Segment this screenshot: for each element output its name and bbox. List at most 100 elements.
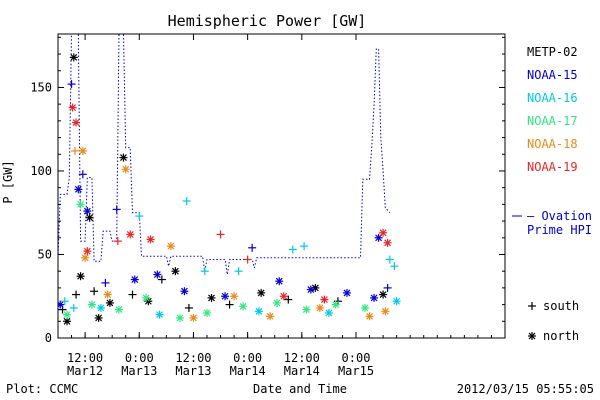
data-point-south: [72, 290, 81, 299]
y-axis-label: P [GW]: [1, 160, 15, 203]
legend-series-noaa-15: NOAA-15: [527, 68, 578, 82]
data-point-north: [94, 313, 103, 322]
data-point-north: [72, 118, 81, 127]
data-point-south: [112, 205, 121, 214]
data-point-south: [390, 262, 399, 271]
data-point-north: [324, 308, 333, 317]
data-point-north: [105, 298, 114, 307]
data-point-north: [370, 293, 379, 302]
data-point-north: [392, 297, 401, 306]
data-point-south: [248, 243, 257, 252]
ovation-hpi-line: [58, 34, 391, 275]
x-tick-label-date: Mar13: [175, 364, 211, 378]
data-point-south: [385, 255, 394, 264]
data-point-north: [96, 303, 105, 312]
data-point-north: [379, 290, 388, 299]
data-point-north: [306, 285, 315, 294]
y-tick-label: 150: [30, 80, 52, 94]
legend-series-noaa-19: NOAA-19: [527, 160, 578, 174]
data-point-north: [81, 253, 90, 262]
data-point-south: [135, 212, 144, 221]
x-axis-label: Date and Time: [253, 382, 347, 396]
data-point-north: [342, 288, 351, 297]
data-point-south: [225, 300, 234, 309]
data-point-north: [383, 238, 392, 247]
legend-ovation-line1: – Ovation: [527, 209, 592, 223]
legend-series-noaa-16: NOAA-16: [527, 91, 578, 105]
y-tick-label: 50: [38, 247, 52, 261]
x-tick-label-time: 12:00: [67, 351, 103, 365]
data-point-south: [383, 283, 392, 292]
x-tick-label-date: Mar14: [230, 364, 266, 378]
data-point-north: [58, 300, 65, 309]
legend-marker-label-south: south: [543, 299, 579, 313]
x-tick-label-time: 12:00: [284, 351, 320, 365]
data-point-north: [63, 310, 72, 319]
data-point-north: [155, 310, 164, 319]
data-point-south: [300, 242, 309, 251]
legend-series-noaa-17: NOAA-17: [527, 114, 578, 128]
data-point-north: [119, 153, 128, 162]
data-point-north: [78, 146, 87, 155]
data-point-north: [365, 312, 374, 321]
data-point-north: [175, 313, 184, 322]
x-tick-label-date: Mar12: [67, 364, 103, 378]
data-point-north: [381, 307, 390, 316]
data-point-north: [74, 185, 83, 194]
data-point-north: [257, 288, 266, 297]
data-point-north: [171, 267, 180, 276]
data-point-south: [216, 230, 225, 239]
data-point-north: [266, 312, 275, 321]
data-point-south: [184, 303, 193, 312]
legend-marker-north: [528, 332, 536, 340]
data-point-north: [68, 103, 77, 112]
data-point-north: [379, 228, 388, 237]
data-point-south: [128, 290, 137, 299]
legend-series-metp-02: METP-02: [527, 45, 578, 59]
data-point-north: [239, 302, 248, 311]
data-point-north: [83, 247, 92, 256]
data-point-north: [361, 303, 370, 312]
data-point-north: [76, 272, 85, 281]
data-point-south: [60, 297, 69, 306]
data-point-north: [121, 165, 130, 174]
data-point-north: [221, 292, 230, 301]
legend-ovation-line2: Prime HPI: [527, 223, 592, 237]
x-tick-label-date: Mar14: [284, 364, 320, 378]
plot-frame: [57, 33, 506, 339]
data-point-north: [315, 303, 324, 312]
legend-marker-south: [528, 302, 536, 310]
data-point-south: [67, 80, 76, 89]
data-point-north: [302, 305, 311, 314]
data-point-south: [182, 197, 191, 206]
chart-title: Hemispheric Power [GW]: [168, 12, 367, 30]
data-point-south: [288, 245, 297, 254]
data-point-north: [279, 292, 288, 301]
data-point-north: [230, 292, 239, 301]
legend-series-noaa-18: NOAA-18: [527, 137, 578, 151]
data-point-north: [87, 300, 96, 309]
data-point-north: [69, 53, 78, 62]
data-point-north: [180, 287, 189, 296]
x-tick-label-time: 0:00: [233, 351, 262, 365]
data-point-north: [153, 270, 162, 279]
data-point-north: [374, 233, 383, 242]
y-tick-label: 0: [45, 331, 52, 345]
data-point-south: [284, 295, 293, 304]
x-tick-label-time: 12:00: [175, 351, 211, 365]
data-point-north: [254, 307, 263, 316]
footer-credit: Plot: CCMC: [6, 382, 78, 396]
legend-marker-label-north: north: [543, 329, 579, 343]
data-point-north: [331, 300, 340, 309]
x-tick-label-time: 0:00: [342, 351, 371, 365]
data-point-north: [275, 277, 284, 286]
data-point-north: [130, 275, 139, 284]
data-point-north: [189, 313, 198, 322]
data-point-south: [90, 287, 99, 296]
x-tick-label-date: Mar13: [121, 364, 157, 378]
data-point-north: [146, 235, 155, 244]
data-point-south: [234, 267, 243, 276]
data-point-south: [113, 237, 122, 246]
